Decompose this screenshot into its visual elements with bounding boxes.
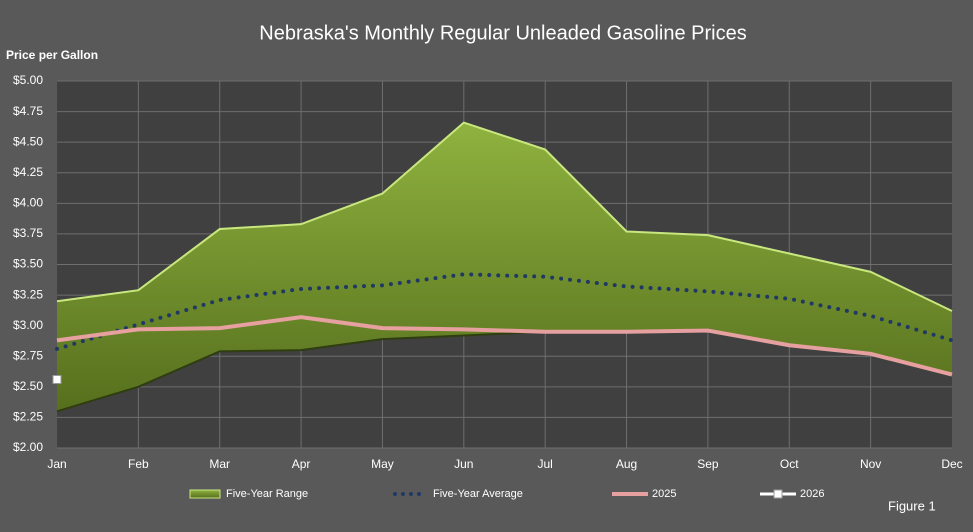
x-tick-label: Feb [128,457,149,471]
legend-swatch [773,489,783,499]
y-axis-title: Price per Gallon [6,48,98,62]
x-tick-label: Mar [209,457,230,471]
y-tick-label: $3.50 [13,257,43,271]
legend-label: Five-Year Average [433,488,523,500]
y-tick-label: $2.00 [13,440,43,454]
y-tick-label: $2.50 [13,379,43,393]
y-tick-label: $3.00 [13,318,43,332]
range-edge [56,121,953,312]
y-tick-label: $2.75 [13,348,43,362]
range-area [57,122,952,412]
y-tick-label: $5.00 [13,73,43,87]
legend-swatch [189,489,221,499]
y-tick-label: $4.50 [13,134,43,148]
series-line [56,315,953,377]
footnote: Figure 1 [888,498,936,513]
y-tick-label: $4.25 [13,165,43,179]
legend-label: 2025 [652,488,676,500]
x-tick-label: Apr [292,457,311,471]
x-tick-label: Nov [860,457,881,471]
y-tick-label: $3.75 [13,226,43,240]
marker [52,374,62,384]
y-tick-label: $4.75 [13,104,43,118]
x-tick-label: Sep [697,457,719,471]
legend-label: 2026 [800,488,824,500]
x-tick-label: Aug [616,457,637,471]
legend-label: Five-Year Range [226,488,308,500]
y-tick-label: $4.00 [13,196,43,210]
x-tick-label: Dec [941,457,962,471]
x-tick-label: Jun [454,457,473,471]
series-line [55,272,954,351]
y-tick-label: $2.25 [13,410,43,424]
x-tick-label: Jul [538,457,553,471]
x-tick-label: May [371,457,394,471]
chart-title: Nebraska's Monthly Regular Unleaded Gaso… [259,22,746,44]
x-tick-label: Oct [780,457,799,471]
y-tick-label: $3.25 [13,287,43,301]
x-tick-label: Jan [47,457,66,471]
